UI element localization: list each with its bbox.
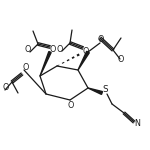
Text: S: S (102, 84, 108, 93)
Polygon shape (78, 51, 89, 70)
Text: O: O (98, 34, 104, 43)
Text: O: O (23, 63, 29, 72)
Polygon shape (40, 51, 51, 76)
Text: O: O (25, 45, 31, 54)
Text: O: O (118, 56, 124, 64)
Polygon shape (88, 88, 102, 94)
Text: O: O (68, 100, 74, 109)
Text: O: O (83, 46, 89, 56)
Text: O: O (3, 84, 9, 93)
Text: N: N (134, 120, 140, 129)
Text: O: O (57, 45, 63, 54)
Text: O: O (50, 45, 56, 54)
